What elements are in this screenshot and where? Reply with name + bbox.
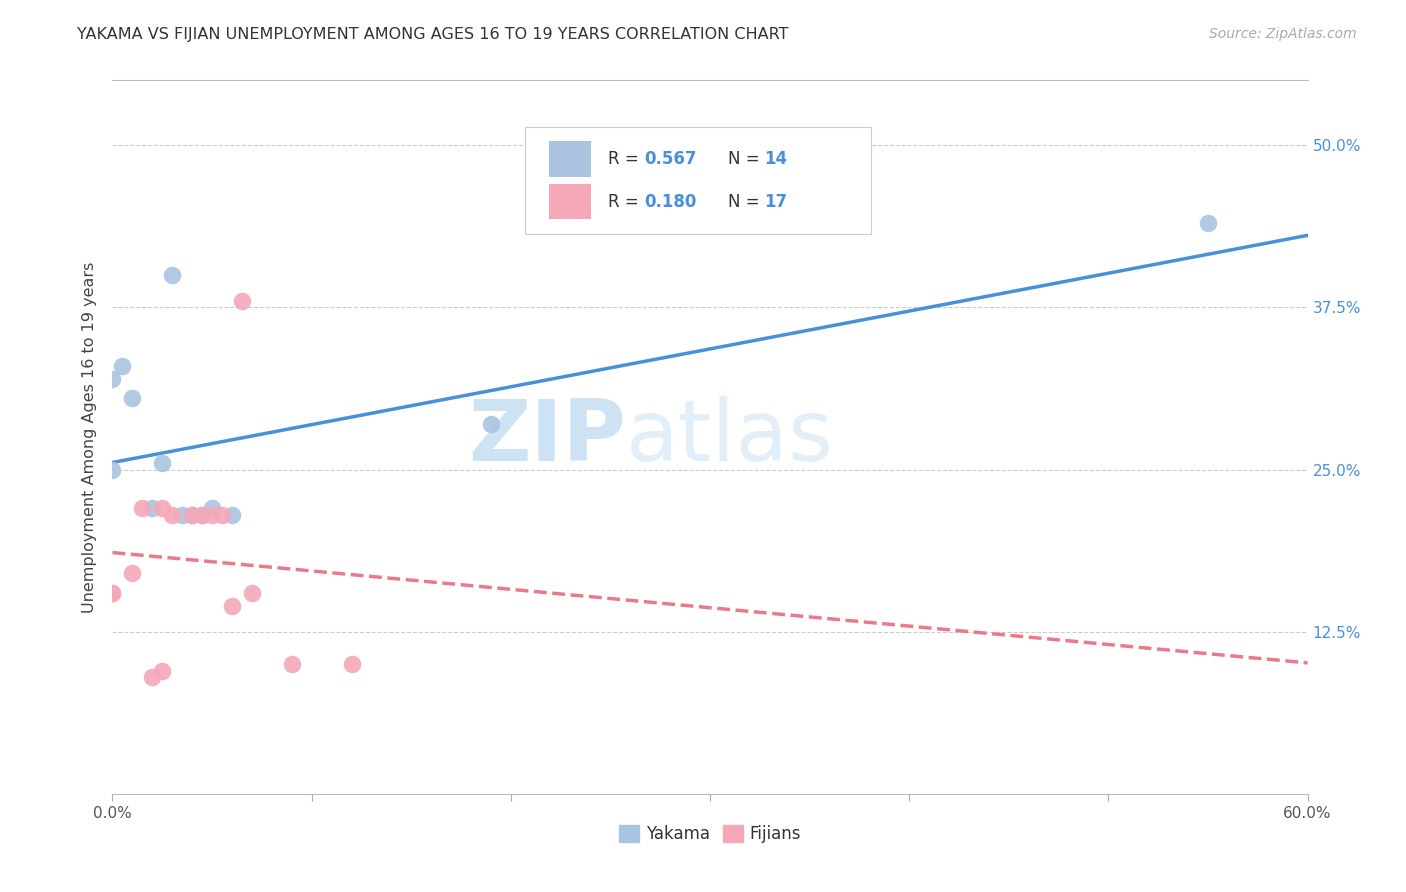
Point [191, 508, 214, 522]
Y-axis label: Unemployment Among Ages 16 to 19 years: Unemployment Among Ages 16 to 19 years [82, 261, 97, 613]
Legend: Yakama, Fijians: Yakama, Fijians [612, 818, 808, 850]
FancyBboxPatch shape [548, 141, 591, 177]
Point [201, 508, 224, 522]
Point [181, 508, 204, 522]
Text: atlas: atlas [627, 395, 834, 479]
Point [141, 670, 163, 684]
Text: N =: N = [728, 150, 765, 168]
Point [479, 417, 502, 431]
Text: Source: ZipAtlas.com: Source: ZipAtlas.com [1209, 27, 1357, 41]
Text: 0.567: 0.567 [644, 150, 697, 168]
Point [121, 566, 143, 581]
Point [231, 293, 253, 308]
Point [150, 501, 173, 516]
Point [121, 391, 143, 405]
Point [101, 586, 124, 600]
Point [340, 657, 363, 672]
Point [131, 501, 153, 516]
Point [172, 508, 194, 522]
Point [1197, 216, 1219, 230]
Point [221, 508, 243, 522]
Text: 14: 14 [763, 150, 787, 168]
Point [201, 501, 224, 516]
FancyBboxPatch shape [548, 184, 591, 219]
Point [211, 508, 233, 522]
Point [162, 508, 183, 522]
Point [101, 462, 124, 476]
Text: 0.180: 0.180 [644, 193, 697, 211]
Text: YAKAMA VS FIJIAN UNEMPLOYMENT AMONG AGES 16 TO 19 YEARS CORRELATION CHART: YAKAMA VS FIJIAN UNEMPLOYMENT AMONG AGES… [77, 27, 789, 42]
Point [150, 456, 173, 470]
Text: R =: R = [609, 193, 644, 211]
Point [191, 508, 214, 522]
Text: R =: R = [609, 150, 644, 168]
Point [240, 586, 263, 600]
Text: N =: N = [728, 193, 765, 211]
Point [101, 586, 124, 600]
Point [281, 657, 304, 672]
Point [162, 268, 183, 282]
Point [150, 664, 173, 678]
Point [141, 501, 163, 516]
Point [101, 372, 124, 386]
FancyBboxPatch shape [524, 127, 872, 234]
Point [111, 359, 134, 373]
Text: ZIP: ZIP [468, 395, 627, 479]
Point [221, 599, 243, 613]
Text: 17: 17 [763, 193, 787, 211]
Point [181, 508, 204, 522]
